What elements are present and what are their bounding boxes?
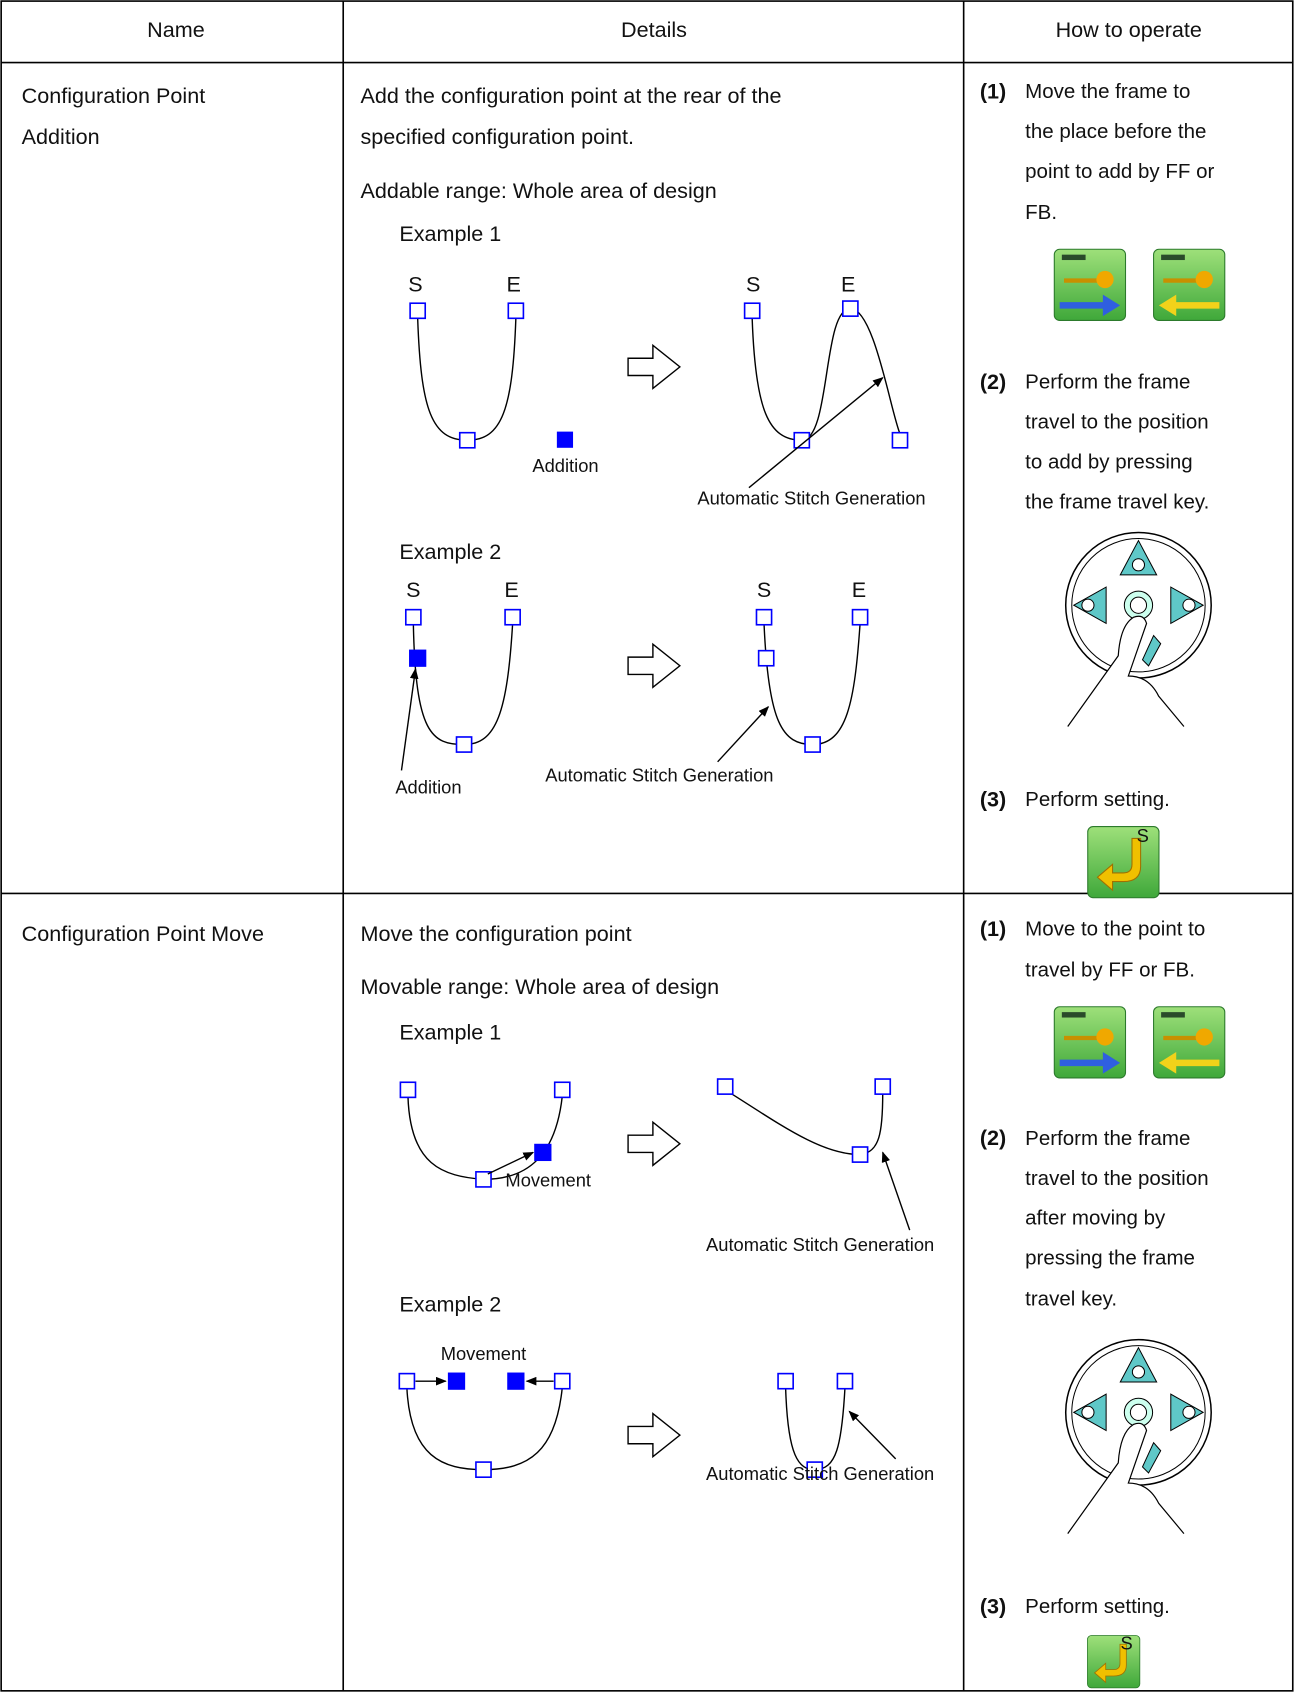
label: S (406, 577, 420, 602)
details-text: Add the configuration point at the rear … (360, 83, 781, 108)
label: E (504, 577, 518, 602)
row-name: Configuration Point (22, 83, 206, 108)
label: S (746, 272, 760, 297)
step-text: Perform the frame (1025, 370, 1190, 393)
label: Automatic Stitch Generation (697, 487, 925, 508)
ff-button (1054, 1007, 1125, 1078)
label: Addition (532, 455, 598, 476)
label: Movement (505, 1169, 591, 1190)
label: Automatic Stitch Generation (706, 1463, 934, 1484)
label: Movement (441, 1343, 527, 1364)
frame-travel-key (1064, 1338, 1212, 1535)
label: S (757, 577, 771, 602)
example-title: Example 2 (399, 1291, 501, 1316)
example-title: Example 1 (399, 221, 501, 246)
label: Addition (395, 777, 461, 798)
example-title: Example 1 (399, 1019, 501, 1044)
icon-label: S (1120, 1632, 1132, 1653)
step-text: travel to the position (1025, 1167, 1208, 1190)
step-text: Move the frame to (1025, 80, 1190, 103)
details-text: Movable range: Whole area of design (360, 974, 719, 999)
step-number: (1) (980, 78, 1006, 103)
label: E (506, 272, 520, 297)
step-text: Perform setting. (1025, 788, 1170, 811)
diagram: S E Addition S E Automatic Stitch Genera… (395, 577, 869, 798)
header-cell: Name (147, 17, 205, 42)
step-text: travel key. (1025, 1288, 1117, 1311)
example-title: Example 2 (399, 539, 501, 564)
frame-travel-key (1064, 531, 1212, 728)
fb-button (1154, 249, 1225, 320)
step-text: pressing the frame (1025, 1247, 1195, 1270)
details-text: Addable range: Whole area of design (360, 178, 716, 203)
step-number: (2) (980, 369, 1006, 394)
step-text: FB. (1025, 201, 1057, 224)
details-text: specified configuration point. (360, 124, 633, 149)
diagram: Movement Automatic Stitch Generation (399, 1078, 934, 1255)
step-text: to add by pressing (1025, 450, 1193, 473)
row-name: Configuration Point Move (22, 921, 264, 946)
step-text: Perform the frame (1025, 1127, 1190, 1150)
step-text: Perform setting. (1025, 1595, 1170, 1618)
label: Automatic Stitch Generation (545, 765, 773, 786)
step-text: travel to the position (1025, 410, 1208, 433)
step-text: the frame travel key. (1025, 490, 1209, 513)
step-text: point to add by FF or (1025, 160, 1214, 183)
step-number: (1) (980, 916, 1006, 941)
header-cell: How to operate (1056, 17, 1202, 42)
step-text: travel by FF or FB. (1025, 959, 1195, 982)
header-cell: Details (621, 17, 687, 42)
label: E (852, 577, 866, 602)
step-number: (2) (980, 1125, 1006, 1150)
fb-button (1154, 1007, 1225, 1078)
label: Automatic Stitch Generation (706, 1234, 934, 1255)
diagram: S E Addition S E Automatic Stitch Genera… (408, 272, 925, 509)
row-name: Addition (22, 124, 100, 149)
icon-label: S (1137, 825, 1149, 846)
label: E (841, 272, 855, 297)
ff-button (1054, 249, 1125, 320)
step-text: Move to the point to (1025, 918, 1205, 941)
step-number: (3) (980, 786, 1006, 811)
diagram: Movement Automatic Stitch Generation (398, 1343, 934, 1484)
step-text: the place before the (1025, 120, 1206, 143)
label: S (408, 272, 422, 297)
step-text: after moving by (1025, 1207, 1166, 1230)
step-number: (3) (980, 1593, 1006, 1618)
details-text: Move the configuration point (360, 921, 631, 946)
